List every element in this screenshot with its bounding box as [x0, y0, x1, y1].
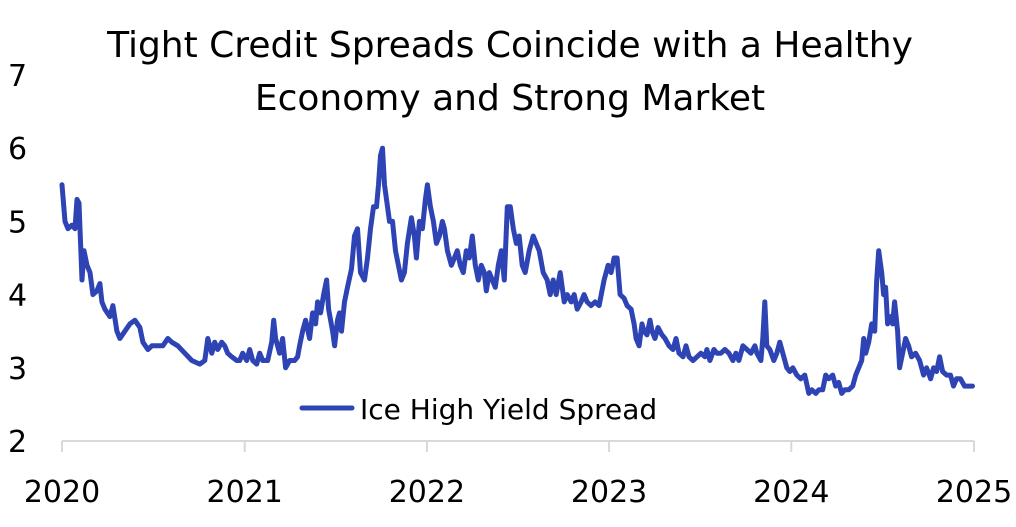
y-axis-tick-labels: 2 3 4 5 6 7	[8, 59, 27, 460]
legend: Ice High Yield Spread	[299, 393, 657, 426]
x-tick-label: 2022	[389, 475, 465, 510]
y-tick-label: 5	[8, 205, 27, 240]
y-tick-label: 4	[8, 279, 27, 314]
y-tick-label: 2	[8, 425, 27, 460]
x-tick-label: 2025	[936, 475, 1012, 510]
chart-title-line-2: Economy and Strong Market	[255, 78, 765, 119]
series-line-ice-high-yield-spread	[59, 145, 975, 396]
x-tick-label: 2024	[753, 475, 829, 510]
y-tick-label: 7	[8, 59, 27, 94]
y-tick-label: 6	[8, 132, 27, 167]
x-tick-label: 2020	[24, 475, 100, 510]
x-axis-ticks: 2020 2021 2022 2023 2024 2025	[24, 441, 1012, 510]
y-tick-label: 3	[8, 352, 27, 387]
x-tick-label: 2023	[571, 475, 647, 510]
chart-title-line-1: Tight Credit Spreads Coincide with a Hea…	[106, 25, 913, 66]
legend-label: Ice High Yield Spread	[360, 393, 657, 426]
x-tick-label: 2021	[207, 475, 283, 510]
